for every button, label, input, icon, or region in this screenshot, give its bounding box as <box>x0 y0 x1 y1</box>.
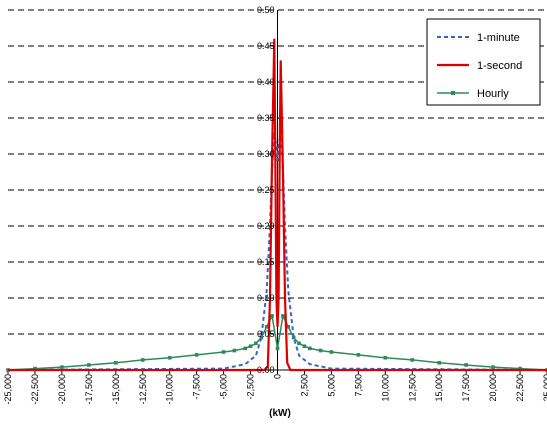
data-point <box>302 344 307 349</box>
data-point <box>259 335 264 340</box>
y-tick-label: 0.10 <box>257 293 275 303</box>
data-point <box>329 350 334 354</box>
data-point <box>308 346 312 351</box>
legend-box <box>426 18 541 106</box>
data-point <box>291 335 296 340</box>
x-tick-label: 22,500 <box>515 374 525 402</box>
y-tick-label: 0.30 <box>257 149 275 159</box>
y-tick-label: 0.40 <box>257 77 275 87</box>
data-point <box>264 325 269 329</box>
data-point <box>87 363 91 367</box>
data-point <box>281 314 285 318</box>
x-tick-label: 5,000 <box>326 374 336 397</box>
x-tick-labels: -25,000 -22,500 -20,000 -17,500 -15,000 -12,5… <box>3 374 547 405</box>
legend-items: 1-minute 1-second Hourly <box>437 32 522 100</box>
x-tick-label: -22,500 <box>30 374 40 405</box>
x-tick-label: -7,500 <box>192 374 202 400</box>
data-point <box>232 348 237 353</box>
data-point <box>437 361 441 365</box>
legend: 1-minute 1-second Hourly <box>426 18 541 106</box>
legend-label: Hourly <box>477 88 509 100</box>
x-tick-label: 20,000 <box>488 374 498 402</box>
data-point <box>286 325 291 329</box>
x-tick-label: -17,500 <box>84 374 94 405</box>
y-tick-label: 0.05 <box>257 329 275 339</box>
x-tick-label: 7,500 <box>353 374 363 397</box>
y-tick-labels: 0.00 0.05 0.10 0.15 0.20 0.25 0.30 0.35 0.40 0.45… <box>257 5 275 375</box>
data-point <box>6 368 10 372</box>
x-tick-label: 10,000 <box>380 374 390 402</box>
x-tick-label: -25,000 <box>3 374 13 405</box>
series-line-1-minute <box>7 132 547 371</box>
y-tick-label: 0.25 <box>257 185 275 195</box>
y-tick-label: 0.20 <box>257 221 275 231</box>
data-point <box>221 350 226 354</box>
x-axis-label: (kW) <box>269 408 291 419</box>
x-tick-label: 25,000 <box>542 374 547 402</box>
x-tick-label: 17,500 <box>461 374 471 402</box>
series-line-1-second <box>8 38 547 372</box>
x-tick-label: -2,500 <box>246 374 256 400</box>
data-point <box>410 358 415 362</box>
x-tick-label: 15,000 <box>434 374 444 402</box>
x-tick-label: 12,500 <box>407 374 417 402</box>
x-tick-label: -20,000 <box>57 374 67 405</box>
data-point <box>60 365 64 369</box>
data-point <box>464 363 468 367</box>
series-lines <box>6 38 547 372</box>
legend-label: 1-minute <box>477 32 520 44</box>
x-tick-label: -15,000 <box>111 374 121 405</box>
data-point <box>518 366 522 371</box>
y-tick-label: 0.15 <box>257 257 275 267</box>
x-tick-label: -5,000 <box>219 374 229 400</box>
y-tick-label: 0.50 <box>257 5 275 15</box>
data-point <box>297 341 301 346</box>
data-point <box>491 365 495 369</box>
data-point <box>114 361 118 365</box>
data-point <box>318 348 323 353</box>
x-tick-label: -12,500 <box>138 374 148 405</box>
x-tick-label: -10,000 <box>165 374 175 405</box>
data-point <box>194 353 199 357</box>
data-point <box>270 314 274 318</box>
y-tick-label: 0.45 <box>257 41 275 51</box>
data-point <box>356 353 361 357</box>
data-point <box>275 346 280 351</box>
data-point <box>383 355 388 360</box>
data-point <box>243 346 247 351</box>
y-tick-label: 0.00 <box>257 365 275 375</box>
data-point <box>167 355 172 360</box>
y-tick-label: 0.35 <box>257 113 275 123</box>
data-point <box>140 358 145 362</box>
x-tick-label: 2,500 <box>299 374 309 397</box>
legend-label: 1-second <box>477 60 522 72</box>
data-point <box>248 344 253 349</box>
data-point <box>254 341 258 346</box>
data-point <box>33 366 37 371</box>
legend-marker <box>451 91 455 95</box>
x-tick-label: 0 <box>273 374 283 379</box>
